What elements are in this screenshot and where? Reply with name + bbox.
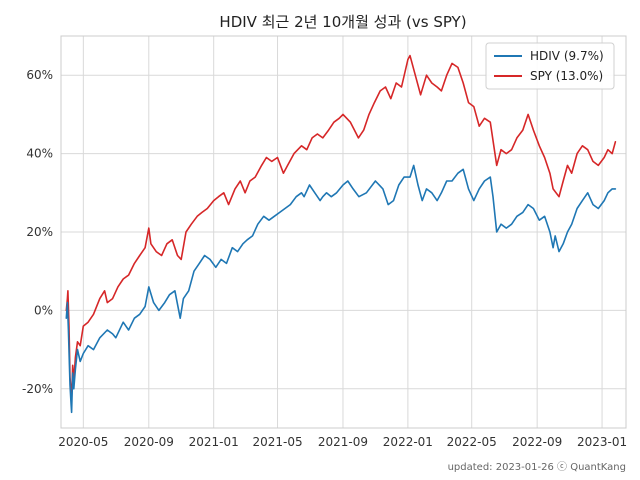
axis-layer: -20% 0% 20% 40% 60% 2020-05 2020-09 2021-01 2021… <box>22 68 627 449</box>
y-tick-label: -20% <box>22 382 53 396</box>
legend: HDIV (9.7%) SPY (13.0%) <box>485 42 615 90</box>
x-tick-label: 2023-01 <box>577 435 627 449</box>
x-tick-label: 2021-05 <box>252 435 302 449</box>
footer-credit: updated: 2023-01-26 ⓒ QuantKang <box>448 461 626 473</box>
legend-box <box>485 42 615 90</box>
legend-label-hdiv: HDIV (9.7%) <box>530 49 604 63</box>
grid-layer <box>61 36 626 428</box>
x-tick-label: 2022-09 <box>512 435 562 449</box>
y-tick-label: 40% <box>26 147 53 161</box>
x-tick-label: 2020-09 <box>124 435 174 449</box>
x-tick-label: 2021-01 <box>189 435 239 449</box>
plot-frame <box>60 35 627 429</box>
y-tick-label: 0% <box>34 303 53 317</box>
series-line-hdiv <box>65 164 617 414</box>
y-tick-label: 60% <box>26 68 53 82</box>
y-tick-label: 20% <box>26 225 53 239</box>
x-tick-label: 2022-01 <box>383 435 433 449</box>
series-line-spy <box>65 54 617 402</box>
series-layer <box>65 54 617 414</box>
x-tick-label: 2020-05 <box>58 435 108 449</box>
legend-label-spy: SPY (13.0%) <box>530 69 603 83</box>
x-tick-label: 2021-09 <box>318 435 368 449</box>
x-tick-label: 2022-05 <box>447 435 497 449</box>
chart-title: HDIV 최근 2년 10개월 성과 (vs SPY) <box>219 13 466 31</box>
